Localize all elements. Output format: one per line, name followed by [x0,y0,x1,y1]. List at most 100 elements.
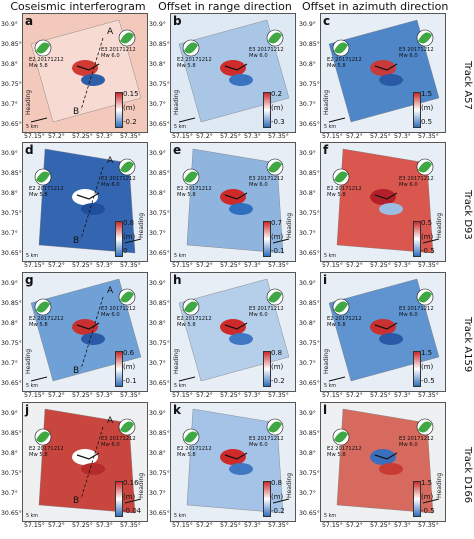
colorbar-min-label: -0.04 [123,507,142,515]
colorbar-unit-label: (m) [123,104,136,112]
y-tick-label: 30.9° [299,410,316,417]
colorbar-min-label: -0.5 [421,377,435,385]
colorbar-min-label: 0 [123,247,128,255]
y-tick-label: 30.8° [299,320,316,327]
x-tick-label: 57.2° [48,262,65,269]
deformation-lobe-positive [370,189,396,205]
y-tick-label: 30.65° [1,380,22,387]
profile-end-a: A [107,27,114,37]
x-tick-label: 57.25° [220,392,241,399]
x-tick-label: 57.2° [196,522,213,529]
deformation-lobe-positive [220,319,246,335]
y-tick-label: 30.75° [149,81,170,88]
colorbar-max-label: 0.16 [123,479,139,487]
focal-mechanism-icon [332,298,350,316]
deformation-map [178,278,290,382]
y-tick-label: 30.75° [299,470,320,477]
x-tick-label: 57.25° [370,133,391,140]
y-tick-label: 30.75° [1,470,22,477]
x-tick-label: 57.25° [72,133,93,140]
y-tick-label: 30.75° [299,81,320,88]
heading-arrow [124,498,142,504]
deformation-map [332,148,440,254]
y-tick-label: 30.75° [1,210,22,217]
track-label-a159: Track A159 [462,317,473,373]
y-tick-label: 30.9° [149,150,166,157]
x-tick-label: 57.2° [48,522,65,529]
deformation-lobe-positive [370,449,396,465]
heading-arrow [272,238,290,244]
track-label-a57: Track A57 [462,60,473,110]
x-tick-label: 57.25° [220,522,241,529]
heading-arrow [422,498,440,504]
x-tick-label: 57.25° [72,392,93,399]
scale-bar-label: 5 km [174,254,187,259]
fault-trace [76,452,100,460]
y-tick-label: 30.65° [149,121,170,128]
deformation-lobe-positive [370,319,396,335]
profile-line-ab [80,37,104,111]
y-tick-label: 30.75° [299,210,320,217]
x-tick-label: 57.35° [120,262,141,269]
y-tick-label: 30.8° [149,61,166,68]
fault-trace [224,322,248,330]
x-tick-label: 57.15° [172,392,193,399]
colorbar-max-label: 0.7 [271,219,283,227]
y-tick-label: 30.65° [299,510,320,517]
y-tick-label: 30.7° [1,490,18,497]
focal-mechanism-icon [416,288,434,306]
x-tick-label: 57.15° [24,133,45,140]
scale-bar-label: 5 km [324,125,337,130]
colorbar-unit-label: (m) [271,493,284,501]
map-panel: k E2 20171212 Mw 5.8 E3 20171212 Mw 6.0 Headi… [170,402,296,522]
scale-bar-label: 5 km [26,384,39,389]
y-tick-label: 30.8° [1,190,18,197]
x-tick-label: 57.2° [196,262,213,269]
y-tick-label: 30.85° [1,300,22,307]
focal-mechanism-icon [34,168,52,186]
event-label-e3: E3 20171212 Mw 6.0 [249,436,284,448]
y-tick-label: 30.7° [149,490,166,497]
y-tick-label: 30.75° [149,210,170,217]
deformation-map [328,19,440,123]
colorbar-max-label: 1.5 [421,90,433,98]
x-tick-label: 57.3° [96,262,113,269]
y-tick-label: 30.85° [299,430,320,437]
deformation-lobe-negative [229,74,253,86]
colorbar-min-label: -0.1 [271,247,285,255]
profile-line-ab [80,166,104,240]
panel-letter: k [173,403,181,417]
scale-bar-label: 5 km [26,125,39,130]
y-tick-label: 30.8° [299,61,316,68]
focal-mechanism-icon [332,428,350,446]
y-tick-label: 30.9° [299,150,316,157]
map-panel: l E2 20171212 Mw 5.8 E3 20171212 Mw 6.0 Headi… [320,402,446,522]
colorbar-unit-label: (m) [271,104,284,112]
focal-mechanism-icon [182,168,200,186]
y-tick-label: 30.9° [149,21,166,28]
x-tick-label: 57.25° [220,262,241,269]
deformation-lobe-negative [229,333,253,345]
colorbar-min-label: -0.5 [421,247,435,255]
colorbar-max-label: 0.8 [271,349,283,357]
deformation-map [328,278,440,382]
x-tick-label: 57.35° [418,133,439,140]
colorbar-unit-label: (m) [271,233,284,241]
heading-label: Heading [25,90,32,115]
x-tick-label: 57.3° [244,133,261,140]
y-tick-label: 30.8° [1,61,18,68]
deformation-lobe-positive [72,60,98,76]
x-tick-label: 57.3° [96,522,113,529]
scale-bar-label: 5 km [26,514,39,519]
profile-end-b: B [73,496,80,506]
x-tick-label: 57.35° [268,522,289,529]
deformation-lobe-positive [72,449,98,465]
x-tick-label: 57.35° [418,392,439,399]
heading-arrow [422,238,440,244]
y-tick-label: 30.9° [149,280,166,287]
y-tick-label: 30.8° [1,320,18,327]
x-tick-label: 57.3° [394,133,411,140]
profile-end-b: B [73,366,80,376]
heading-arrow [328,376,346,382]
heading-label: Heading [138,473,145,498]
